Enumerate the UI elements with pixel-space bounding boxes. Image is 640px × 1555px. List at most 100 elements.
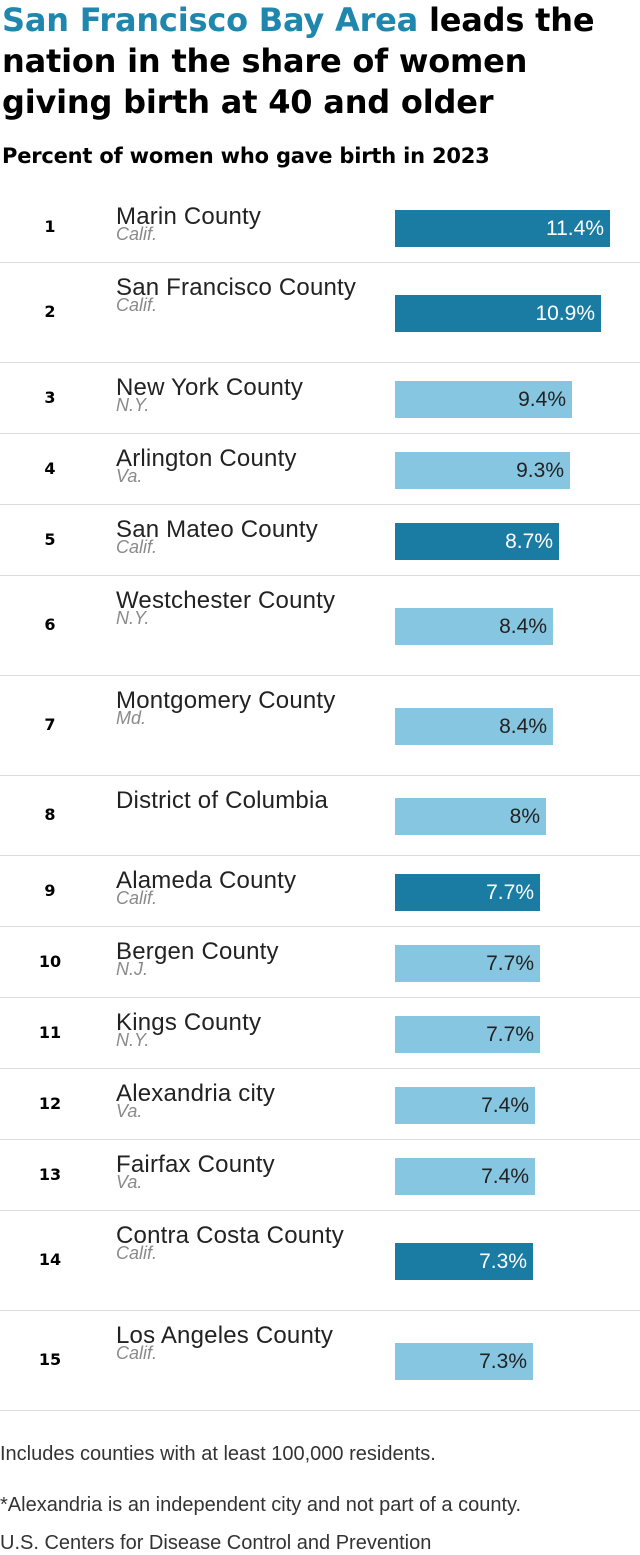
- table-row: 11 Kings County N.Y. 7.7%: [0, 998, 640, 1069]
- bar: 7.4%: [395, 1087, 535, 1124]
- table-row: 7 Montgomery County Md. 8.4%: [0, 676, 640, 776]
- bar-bay-area: 7.3%: [395, 1243, 533, 1280]
- state-name: Calif.: [116, 1343, 158, 1363]
- bar-bay-area: 8.7%: [395, 523, 559, 560]
- county-label: San Francisco County Calif.: [116, 273, 366, 315]
- bar: 9.4%: [395, 381, 572, 418]
- county-name: Kings County: [116, 1009, 262, 1036]
- rank-label: 9: [44, 880, 56, 900]
- rank-label: 5: [44, 529, 56, 549]
- state-name: Calif.: [116, 295, 158, 315]
- county-name: Contra Costa County: [116, 1222, 344, 1249]
- state-name: Md.: [116, 708, 147, 728]
- bar: 7.7%: [395, 945, 540, 982]
- bar: 8.4%: [395, 708, 553, 745]
- state-name: Va.: [116, 1101, 143, 1121]
- state-name: N.Y.: [116, 1030, 150, 1050]
- table-row: 6 Westchester County N.Y. 8.4%: [0, 576, 640, 676]
- county-label: Alameda County Calif.: [116, 866, 366, 908]
- county-name: Alameda County: [116, 867, 297, 894]
- county-label: District of Columbia: [116, 786, 366, 816]
- bar-value-label: 8%: [509, 805, 540, 828]
- county-name: San Mateo County: [116, 516, 318, 543]
- bar-value-label: 7.4%: [481, 1094, 529, 1117]
- state-name: N.Y.: [116, 608, 150, 628]
- bar-value-label: 8.4%: [499, 715, 547, 738]
- bar: 7.7%: [395, 1016, 540, 1053]
- bar: 7.4%: [395, 1158, 535, 1195]
- table-row: 8 District of Columbia 8%: [0, 776, 640, 856]
- bar-value-label: 7.3%: [479, 1350, 527, 1373]
- table-row: 4 Arlington County Va. 9.3%: [0, 434, 640, 505]
- county-label: Kings County N.Y.: [116, 1008, 366, 1050]
- bar: 8%: [395, 798, 546, 835]
- bar-value-label: 7.7%: [486, 881, 534, 904]
- county-name: San Francisco County: [116, 274, 357, 301]
- rank-label: 8: [44, 805, 56, 824]
- county-label: Bergen County N.J.: [116, 937, 366, 979]
- rank-label: 3: [44, 387, 56, 407]
- table-row: 2 San Francisco County Calif. 10.9%: [0, 263, 640, 363]
- county-name: Arlington County: [116, 445, 297, 472]
- table-row: 14 Contra Costa County Calif. 7.3%: [0, 1211, 640, 1311]
- rank-label: 11: [38, 1022, 62, 1042]
- bar-value-label: 7.7%: [486, 952, 534, 975]
- state-name: Calif.: [116, 1243, 158, 1263]
- headline: San Francisco Bay Area leads the nation …: [2, 0, 638, 123]
- table-row: 9 Alameda County Calif. 7.7%: [0, 856, 640, 927]
- county-name: Marin County: [116, 203, 262, 230]
- bar-value-label: 7.4%: [481, 1165, 529, 1188]
- rank-label: 15: [38, 1350, 62, 1369]
- table-row: 15 Los Angeles County Calif. 7.3%: [0, 1311, 640, 1411]
- state-name: Va.: [116, 1172, 143, 1192]
- bar: 9.3%: [395, 452, 570, 489]
- county-name: New York County: [116, 374, 304, 401]
- table-row: 5 San Mateo County Calif. 8.7%: [0, 505, 640, 576]
- rank-label: 12: [38, 1093, 62, 1113]
- bar-bay-area: 11.4%: [395, 210, 610, 247]
- table-row: 12 Alexandria city Va. 7.4%: [0, 1069, 640, 1140]
- bar-bay-area: 7.7%: [395, 874, 540, 911]
- rank-label: 6: [44, 615, 56, 634]
- county-name: Westchester County: [116, 587, 336, 614]
- county-name: Bergen County: [116, 938, 279, 965]
- county-label: Marin County Calif.: [116, 202, 366, 243]
- note-alexandria: *Alexandria is an independent city and n…: [0, 1494, 522, 1516]
- table-row: 10 Bergen County N.J. 7.7%: [0, 927, 640, 998]
- bar: 8.4%: [395, 608, 553, 645]
- source-note: U.S. Centers for Disease Control and Pre…: [0, 1532, 432, 1554]
- state-name: Calif.: [116, 888, 158, 908]
- bar-value-label: 7.7%: [486, 1023, 534, 1046]
- county-name: Alexandria city: [116, 1080, 276, 1107]
- rank-label: 1: [44, 216, 56, 236]
- note-counties: Includes counties with at least 100,000 …: [0, 1443, 436, 1465]
- state-name: Calif.: [116, 537, 158, 557]
- county-label: Contra Costa County Calif.: [116, 1221, 366, 1263]
- county-label: New York County N.Y.: [116, 373, 366, 414]
- bar-value-label: 8.7%: [505, 530, 553, 553]
- county-label: Alexandria city Va.: [116, 1079, 366, 1121]
- county-label: Arlington County Va.: [116, 444, 366, 485]
- bar: 7.3%: [395, 1343, 533, 1380]
- county-label: Los Angeles County Calif.: [116, 1321, 366, 1363]
- bar-bay-area: 10.9%: [395, 295, 601, 332]
- bar-chart: 1 Marin County Calif. 11.4% 2 San Francisco C…: [0, 192, 640, 1411]
- county-name: Los Angeles County: [116, 1322, 334, 1349]
- bar-value-label: 7.3%: [479, 1250, 527, 1273]
- county-label: Montgomery County Md.: [116, 686, 366, 728]
- county-label: San Mateo County Calif.: [116, 515, 366, 557]
- headline-rest: leads the nation in the share of women g…: [2, 1, 595, 121]
- table-row: 3 New York County N.Y. 9.4%: [0, 363, 640, 434]
- bar-value-label: 8.4%: [499, 615, 547, 638]
- table-row: 13 Fairfax County Va. 7.4%: [0, 1140, 640, 1211]
- chart-subtitle: Percent of women who gave birth in 2023: [2, 144, 490, 168]
- rank-label: 13: [38, 1164, 62, 1184]
- bar-value-label: 9.4%: [518, 388, 566, 411]
- table-row: 1 Marin County Calif. 11.4%: [0, 192, 640, 263]
- state-name: N.J.: [116, 959, 149, 979]
- bar-value-label: 11.4%: [546, 217, 604, 240]
- rank-label: 2: [44, 302, 56, 321]
- county-label: Westchester County N.Y.: [116, 586, 366, 628]
- rank-label: 4: [44, 458, 56, 478]
- rank-label: 7: [44, 715, 56, 734]
